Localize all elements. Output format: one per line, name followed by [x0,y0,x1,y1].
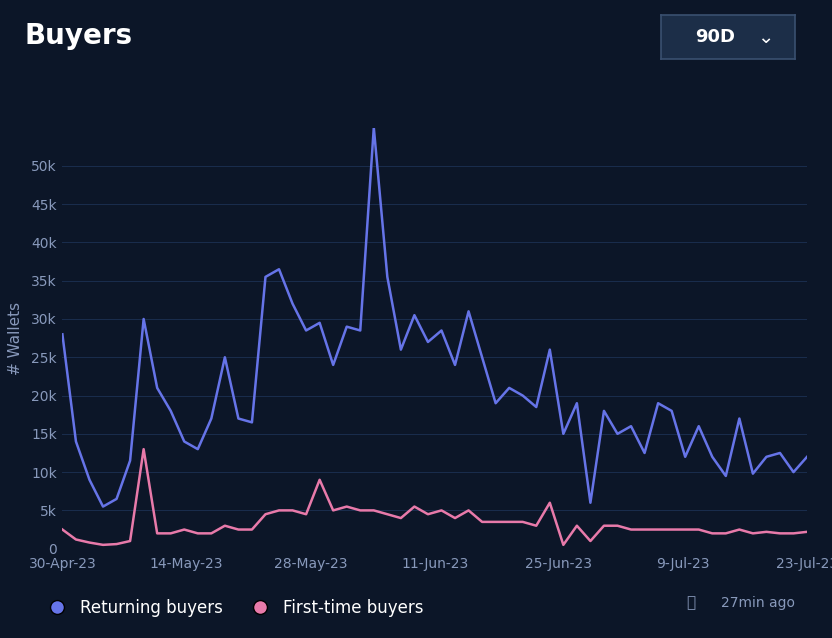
Text: ⌄: ⌄ [757,27,774,47]
Text: 90D: 90D [695,28,735,46]
Legend: Returning buyers, First-time buyers: Returning buyers, First-time buyers [33,592,430,623]
Text: ⌚: ⌚ [686,595,696,611]
Text: Buyers: Buyers [25,22,133,50]
Text: 27min ago: 27min ago [721,596,795,610]
Y-axis label: # Wallets: # Wallets [7,302,22,375]
